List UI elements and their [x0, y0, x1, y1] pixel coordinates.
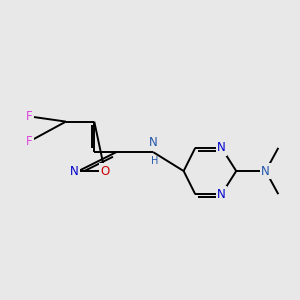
Text: H: H	[151, 156, 158, 166]
Text: F: F	[26, 135, 32, 148]
Text: N: N	[261, 164, 270, 178]
Text: N: N	[217, 141, 226, 154]
Text: N: N	[217, 188, 226, 201]
Text: O: O	[100, 164, 110, 178]
Text: N: N	[149, 136, 158, 149]
Text: N: N	[70, 164, 79, 178]
Text: F: F	[26, 110, 32, 123]
